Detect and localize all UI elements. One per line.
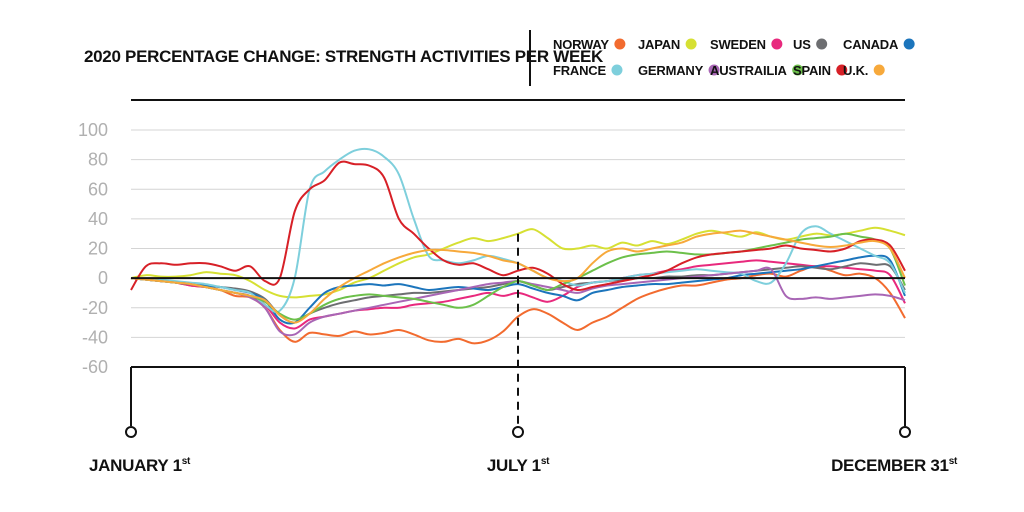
legend-label: JAPAN: [638, 37, 680, 52]
legend-item-uk: U.K.: [843, 63, 885, 78]
legend-swatch: [771, 38, 783, 50]
legend-swatch: [836, 64, 848, 76]
legend-swatch: [903, 38, 915, 50]
legend-swatch: [873, 64, 885, 76]
legend-label: U.K.: [843, 63, 868, 78]
legend-item-us: US: [793, 37, 828, 52]
x-marker-label: JANUARY 1st: [89, 456, 191, 475]
legend-label: SWEDEN: [710, 37, 766, 52]
y-tick-label: 80: [88, 150, 108, 170]
legend-swatch: [792, 64, 804, 76]
legend-item-spain: SPAIN: [793, 63, 848, 78]
timeline-marker: [899, 426, 911, 438]
legend-label: FRANCE: [553, 63, 606, 78]
legend: NORWAY JAPAN SWEDEN US CANADA FRANCE GERMANY AU…: [553, 37, 915, 78]
legend-item-austrailia: AUSTRAILIA: [710, 63, 804, 78]
legend-label: NORWAY: [553, 37, 609, 52]
legend-item-france: FRANCE: [553, 63, 623, 78]
timeline-marker: [512, 426, 524, 438]
series-lines: [130, 147, 906, 345]
legend-item-sweden: SWEDEN: [710, 37, 783, 52]
legend-item-japan: JAPAN: [638, 37, 697, 52]
y-axis-tick-labels: 100 80 60 40 20 0 -20 -40 -60: [78, 120, 108, 377]
legend-swatch: [708, 64, 720, 76]
legend-item-norway: NORWAY: [553, 37, 626, 52]
legend-label: SPAIN: [793, 63, 831, 78]
legend-label: AUSTRAILIA: [710, 63, 788, 78]
x-marker-label: DECEMBER 31st: [831, 456, 958, 475]
y-tick-label: -20: [82, 298, 108, 318]
chart-title: 2020 PERCENTAGE CHANGE: STRENGTH ACTIVIT…: [84, 47, 604, 66]
series-line-canada: [130, 254, 906, 325]
legend-label: GERMANY: [638, 63, 704, 78]
legend-label: CANADA: [843, 37, 899, 52]
x-axis-timeline: JANUARY 1st JULY 1st DECEMBER 31st: [89, 233, 958, 475]
x-marker-label: JULY 1st: [487, 456, 550, 475]
legend-swatch: [685, 38, 697, 50]
legend-label: US: [793, 37, 811, 52]
y-tick-label: 100: [78, 120, 108, 140]
legend-swatch: [614, 38, 626, 50]
legend-swatch: [611, 64, 623, 76]
legend-item-canada: CANADA: [843, 37, 915, 52]
y-tick-label: -60: [82, 357, 108, 377]
series-line-france: [130, 147, 906, 314]
timeline-marker: [125, 426, 137, 438]
legend-swatch: [816, 38, 828, 50]
y-tick-label: 0: [98, 268, 108, 288]
y-tick-label: 40: [88, 209, 108, 229]
y-tick-label: 60: [88, 179, 108, 199]
legend-item-germany: GERMANY: [638, 63, 720, 78]
y-tick-label: 20: [88, 239, 108, 259]
y-tick-label: -40: [82, 327, 108, 347]
